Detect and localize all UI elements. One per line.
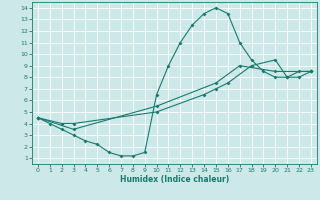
X-axis label: Humidex (Indice chaleur): Humidex (Indice chaleur) (120, 175, 229, 184)
